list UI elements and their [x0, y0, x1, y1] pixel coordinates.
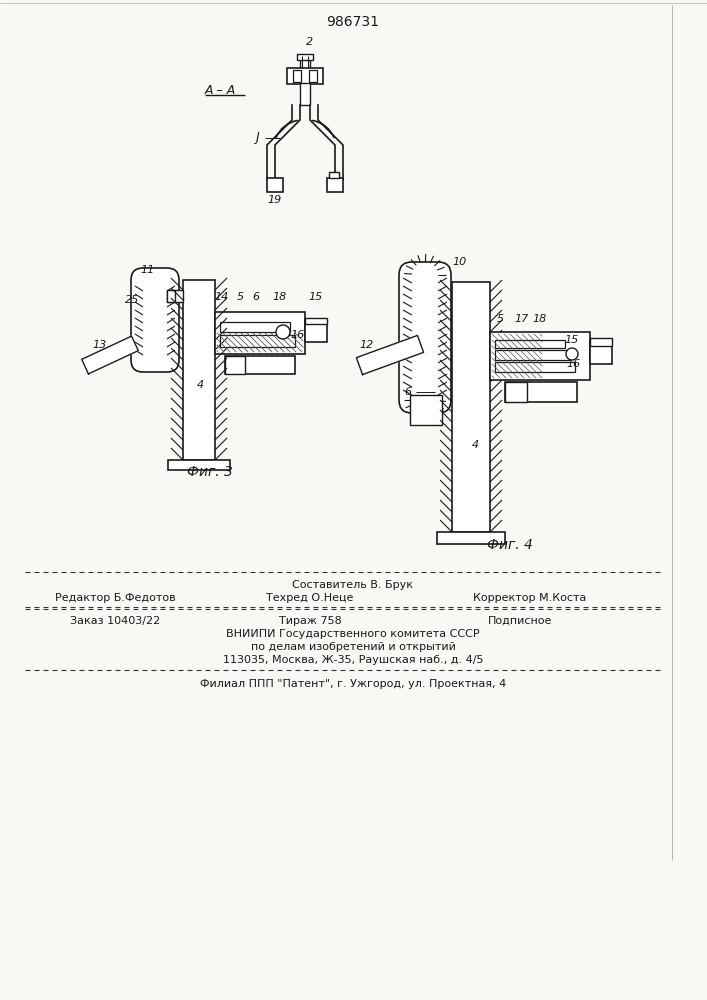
Text: Подписное: Подписное — [488, 616, 552, 626]
Text: 18: 18 — [273, 292, 287, 302]
Text: 5: 5 — [496, 314, 503, 324]
Text: Фиг. 3: Фиг. 3 — [187, 465, 233, 479]
Text: 19: 19 — [268, 195, 282, 205]
Bar — [300, 83, 310, 105]
Text: Редактор Б.Федотов: Редактор Б.Федотов — [54, 593, 175, 603]
Bar — [305, 318, 327, 324]
Bar — [505, 382, 577, 402]
Text: 12: 12 — [360, 340, 374, 350]
Bar — [410, 395, 442, 425]
Bar — [167, 290, 183, 302]
Bar — [309, 70, 317, 82]
Text: А – А: А – А — [205, 84, 236, 97]
Bar — [329, 172, 339, 178]
Bar — [297, 54, 313, 60]
Text: Заказ 10403/22: Заказ 10403/22 — [70, 616, 160, 626]
Bar — [293, 70, 301, 82]
Text: 11: 11 — [141, 265, 155, 275]
Polygon shape — [82, 336, 139, 374]
Text: 13: 13 — [93, 340, 107, 350]
Text: 15: 15 — [565, 335, 579, 345]
Bar — [225, 356, 245, 374]
Bar — [220, 335, 295, 347]
Bar — [590, 338, 612, 346]
Text: 6: 6 — [252, 292, 259, 302]
Text: 16: 16 — [291, 330, 305, 340]
Text: Корректор М.Коста: Корректор М.Коста — [473, 593, 587, 603]
Text: 4: 4 — [472, 440, 479, 450]
Bar — [300, 56, 310, 70]
Text: 113035, Москва, Ж-35, Раушская наб., д. 4/5: 113035, Москва, Ж-35, Раушская наб., д. … — [223, 655, 484, 665]
Bar — [168, 460, 230, 470]
Bar — [495, 362, 575, 372]
Text: Техред О.Неце: Техред О.Неце — [267, 593, 354, 603]
Bar — [505, 382, 527, 402]
Text: 14: 14 — [215, 292, 229, 302]
Bar — [495, 350, 570, 360]
Circle shape — [566, 348, 578, 360]
Bar — [590, 340, 612, 364]
Text: Филиал ППП "Патент", г. Ужгород, ул. Проектная, 4: Филиал ППП "Патент", г. Ужгород, ул. Про… — [200, 679, 506, 689]
Polygon shape — [356, 335, 423, 375]
Text: ВНИИПИ Государственного комитета СССР: ВНИИПИ Государственного комитета СССР — [226, 629, 480, 639]
Text: 2: 2 — [306, 37, 314, 47]
Text: Тираж 758: Тираж 758 — [279, 616, 341, 626]
Text: 17: 17 — [515, 314, 529, 324]
Text: Фиг. 4: Фиг. 4 — [487, 538, 533, 552]
Text: 25: 25 — [125, 295, 139, 305]
Text: 15: 15 — [309, 292, 323, 302]
Text: 4: 4 — [197, 380, 204, 390]
Text: 5: 5 — [236, 292, 244, 302]
Bar — [215, 312, 305, 354]
Text: 6: 6 — [404, 387, 411, 397]
Circle shape — [276, 325, 290, 339]
Bar — [267, 178, 283, 192]
Bar — [327, 178, 343, 192]
Text: 986731: 986731 — [327, 15, 380, 29]
Bar — [495, 340, 565, 348]
Text: 10: 10 — [453, 257, 467, 267]
Bar — [305, 320, 327, 342]
Bar — [167, 290, 175, 302]
FancyBboxPatch shape — [131, 268, 179, 372]
Bar — [220, 322, 290, 332]
Bar — [287, 68, 323, 84]
Bar — [452, 282, 490, 532]
Text: по делам изобретений и открытий: по делам изобретений и открытий — [250, 642, 455, 652]
FancyBboxPatch shape — [399, 262, 451, 413]
Text: Составитель В. Брук: Составитель В. Брук — [293, 580, 414, 590]
Bar — [225, 356, 295, 374]
Bar — [490, 332, 590, 380]
Text: J: J — [255, 131, 259, 144]
Bar — [437, 532, 505, 544]
Bar — [183, 280, 215, 460]
Text: 16: 16 — [567, 359, 581, 369]
Text: 18: 18 — [533, 314, 547, 324]
